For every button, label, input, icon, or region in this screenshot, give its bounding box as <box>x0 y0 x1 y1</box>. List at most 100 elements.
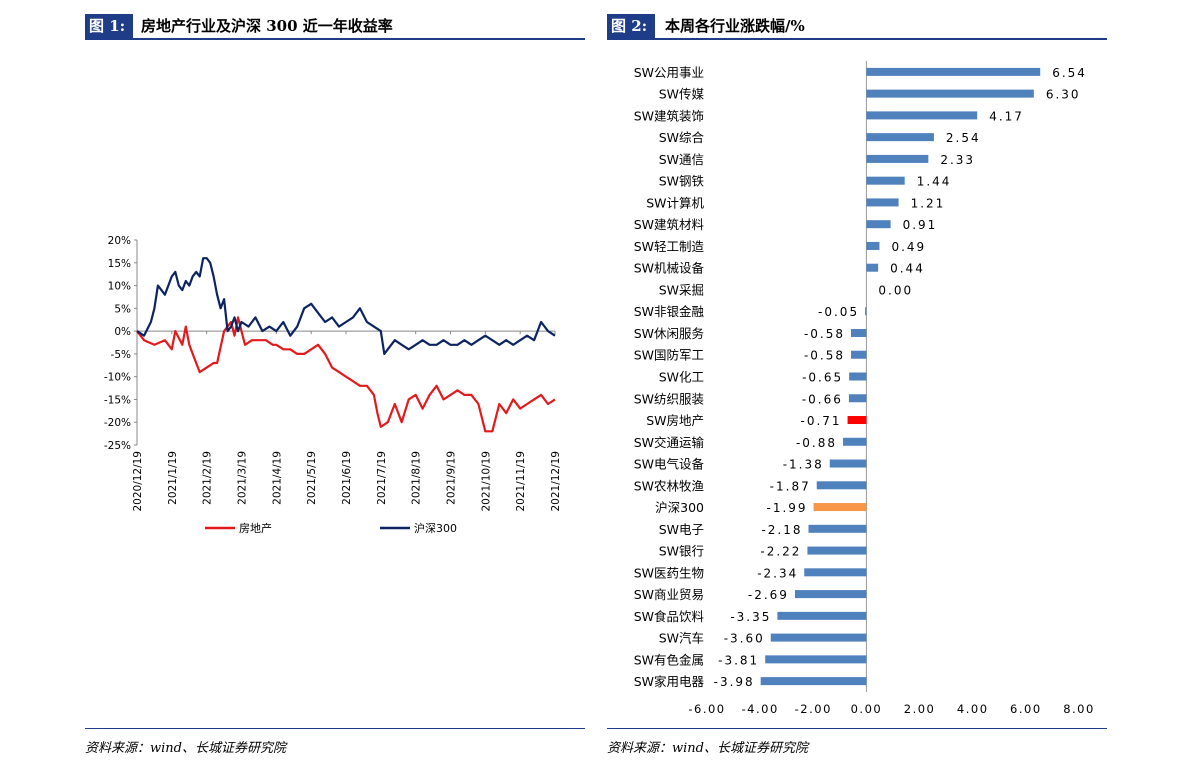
bar <box>794 590 867 599</box>
bar <box>866 241 880 250</box>
x-tick-label: 2021/8/19 <box>411 451 423 505</box>
series-line-csi300 <box>136 257 556 355</box>
y-tick-label: 0% <box>114 326 131 338</box>
bar <box>866 89 1034 98</box>
data-label: -2.22 <box>760 545 801 559</box>
y-tick-label: 20% <box>108 235 131 247</box>
category-label: SW公用事业 <box>634 65 704 80</box>
y-tick-label: -15% <box>104 394 131 406</box>
data-label: 6.30 <box>1046 88 1081 102</box>
bar <box>808 524 867 533</box>
bar <box>804 568 867 577</box>
data-label: 0.44 <box>890 262 925 276</box>
data-label: 0.00 <box>878 283 913 297</box>
data-label: -2.69 <box>748 588 789 602</box>
bar <box>816 481 867 490</box>
data-label: -3.81 <box>718 653 759 667</box>
bar <box>760 677 867 686</box>
x-tick-label: 2021/1/19 <box>167 451 179 505</box>
bar <box>848 394 867 403</box>
right-figure-title: 本周各行业涨跌幅/% <box>665 17 805 35</box>
category-label: SW传媒 <box>659 87 705 102</box>
category-label: SW国防军工 <box>634 348 704 363</box>
category-label: SW商业贸易 <box>634 587 704 602</box>
line-chart: 20% 15% 10% 5% 0% -5% -10% -15% -20% -25%2020/12/… <box>104 235 562 535</box>
bar <box>866 176 905 185</box>
bar <box>865 307 867 316</box>
x-tick-label: 8.00 <box>1063 702 1095 716</box>
y-tick-label: -20% <box>104 417 131 429</box>
category-label: SW采掘 <box>659 282 704 297</box>
category-label: 沪深300 <box>655 500 704 515</box>
data-label: -2.34 <box>757 566 798 580</box>
bar <box>777 611 867 620</box>
x-tick-label: 0.00 <box>851 702 883 716</box>
x-tick-label: 2021/3/19 <box>237 451 249 505</box>
category-label: SW纺织服装 <box>634 391 704 406</box>
data-label: -3.60 <box>724 632 765 646</box>
x-tick-label: -4.00 <box>742 702 779 716</box>
category-label: SW轻工制造 <box>634 239 705 254</box>
bar <box>765 655 867 664</box>
bar <box>866 220 891 229</box>
category-label: SW家用电器 <box>634 674 705 689</box>
category-label: SW机械设备 <box>634 261 705 276</box>
category-label: SW农林牧渔 <box>634 478 704 493</box>
data-label: 2.54 <box>946 131 981 145</box>
category-label: SW医药生物 <box>634 565 704 580</box>
x-tick-label: -2.00 <box>795 702 832 716</box>
data-label: -1.99 <box>766 501 807 515</box>
bar <box>829 459 867 468</box>
x-tick-label: 2021/11/19 <box>515 451 527 512</box>
series-line-real-estate <box>136 316 556 433</box>
y-tick-label: -25% <box>104 440 131 452</box>
data-label: -1.38 <box>783 458 824 472</box>
left-source-note: 资料来源：wind、长城证券研究院 <box>85 728 585 756</box>
bar <box>851 350 867 359</box>
x-tick-label: 2021/2/19 <box>202 451 214 505</box>
data-label: 1.21 <box>911 196 946 210</box>
category-label: SW建筑装饰 <box>634 108 704 123</box>
category-label: SW有色金属 <box>634 652 704 667</box>
data-label: -0.71 <box>801 414 842 428</box>
x-tick-label: 2021/10/19 <box>480 451 492 512</box>
category-label: SW食品饮料 <box>634 609 705 624</box>
left-figure-panel: 图 1: 房地产行业及沪深 300 近一年收益率 20% 15% 10% 5% 0% -5… <box>85 0 585 773</box>
bar-chart: SW公用事业 6.54 SW传媒 6.30 SW建筑装饰 4.17 SW综合 2.54 SW通信… <box>634 61 1095 716</box>
category-label: SW电气设备 <box>634 457 705 472</box>
category-label: SW汽车 <box>659 631 704 646</box>
data-label: -3.98 <box>714 675 755 689</box>
category-label: SW交通运输 <box>634 435 705 450</box>
category-label: SW银行 <box>659 544 704 559</box>
category-label: SW计算机 <box>646 195 704 210</box>
x-tick-label: 2021/7/19 <box>376 451 388 505</box>
data-label: -0.05 <box>818 305 859 319</box>
bar <box>866 263 879 272</box>
bar <box>866 154 929 163</box>
data-label: -0.66 <box>802 392 843 406</box>
x-tick-label: -6.00 <box>688 702 725 716</box>
bar <box>770 633 867 642</box>
x-tick-label: 2020/12/19 <box>132 451 144 512</box>
data-label: 6.54 <box>1052 66 1087 80</box>
left-figure-number: 图 1: <box>85 14 134 38</box>
data-label: 4.17 <box>989 109 1024 123</box>
data-label: -0.88 <box>796 436 837 450</box>
category-label: SW非银金融 <box>634 304 705 319</box>
bar <box>849 372 867 381</box>
x-tick-label: 4.00 <box>957 702 989 716</box>
x-tick-label: 6.00 <box>1010 702 1042 716</box>
category-label: SW房地产 <box>646 413 704 428</box>
y-tick-label: 10% <box>108 281 131 293</box>
x-tick-label: 2021/12/19 <box>550 451 562 512</box>
x-tick-label: 2021/4/19 <box>271 451 283 505</box>
y-tick-label: 15% <box>108 258 131 270</box>
data-label: -0.65 <box>802 371 843 385</box>
bar <box>851 328 867 337</box>
bar <box>847 416 867 425</box>
left-figure-title-bar: 图 1: 房地产行业及沪深 300 近一年收益率 <box>85 14 585 40</box>
category-label: SW通信 <box>659 152 704 167</box>
data-label: 0.49 <box>891 240 926 254</box>
bar <box>866 198 899 207</box>
category-label: SW综合 <box>659 130 705 145</box>
